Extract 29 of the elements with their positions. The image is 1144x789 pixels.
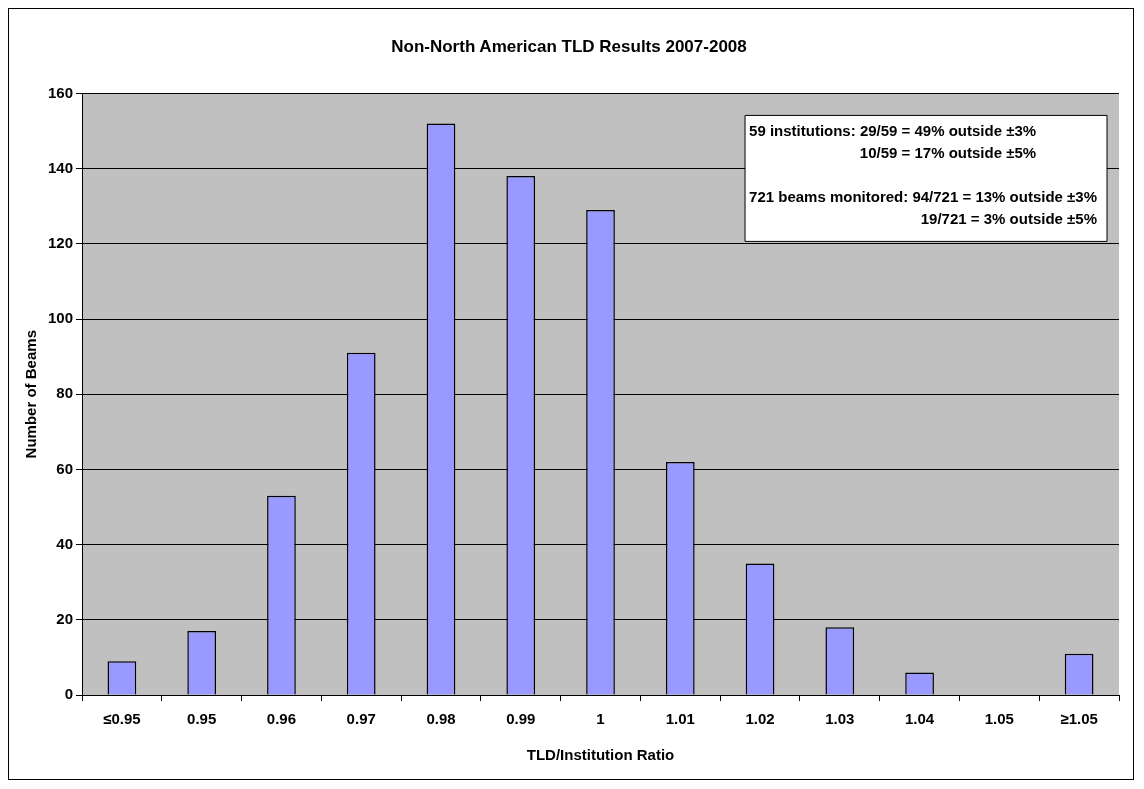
x-tick-label: 0.97 (346, 710, 376, 728)
y-tick-label: 80 (56, 384, 74, 402)
y-tick-label: 100 (48, 309, 74, 327)
x-tick-label: 1.02 (745, 710, 775, 728)
x-tick-label: 0.96 (266, 710, 297, 728)
x-tick-label: 1.04 (904, 710, 935, 728)
y-tick-label: 140 (48, 158, 74, 176)
annotation: 10/59 = 17% outside ±5% (859, 143, 1037, 161)
y-tick-label: 40 (56, 534, 74, 552)
x-tick-label: 1 (596, 710, 605, 728)
x-tick-label: ≥1.05 (1060, 710, 1098, 728)
x-tick-label: 1.05 (984, 710, 1014, 728)
y-tick-label: 120 (48, 233, 74, 251)
x-tick-label: 0.95 (187, 710, 217, 728)
x-tick-label: 1.03 (825, 710, 855, 728)
x-tick-label: 0.99 (506, 710, 536, 728)
y-tick-label: 60 (56, 459, 74, 477)
y-tick-label: 20 (56, 609, 74, 627)
annotation: 19/721 = 3% outside ±5% (920, 209, 1097, 227)
annotation: 721 beams monitored: 94/721 = 13% outside ±3% (749, 187, 1098, 205)
x-tick-label: 1.01 (665, 710, 695, 728)
y-tick-label: 160 (48, 83, 74, 101)
x-tick-label: 0.98 (426, 710, 456, 728)
x-tick-label: ≤0.95 (103, 710, 141, 728)
annotation: 59 institutions: 29/59 = 49% outside ±3% (749, 121, 1037, 139)
x-axis-title: TLD/Institution Ratio (526, 746, 675, 764)
y-tick-label: 0 (64, 685, 74, 703)
chart-title: Non-North American TLD Results 2007-2008 (391, 36, 747, 56)
y-axis-title: Number of Beams (22, 330, 40, 459)
